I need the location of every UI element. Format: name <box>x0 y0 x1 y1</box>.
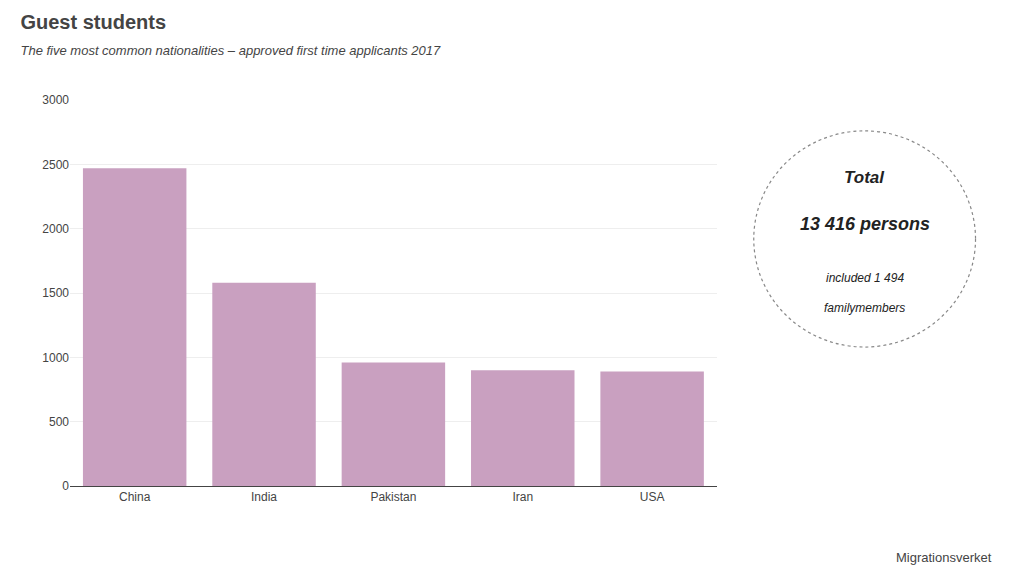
svg-text:3000: 3000 <box>42 93 69 107</box>
svg-text:China: China <box>119 490 151 504</box>
svg-text:Guest studentsThe five most co: Guest studentsThe five most common natio… <box>20 11 441 58</box>
svg-text:Total: Total <box>844 168 885 187</box>
svg-text:Migrationsverket: Migrationsverket <box>896 550 992 565</box>
svg-text:0: 0 <box>62 479 69 493</box>
svg-text:2500: 2500 <box>42 158 69 172</box>
svg-text:USA: USA <box>640 490 665 504</box>
svg-text:Pakistan: Pakistan <box>370 490 416 504</box>
svg-text:500: 500 <box>49 415 69 429</box>
svg-text:Iran: Iran <box>512 490 533 504</box>
svg-text:1000: 1000 <box>42 351 69 365</box>
svg-text:India: India <box>251 490 277 504</box>
svg-text:13 416 persons: 13 416 persons <box>800 214 930 234</box>
svg-text:included 1 494: included 1 494 <box>826 271 904 285</box>
svg-text:familymembers: familymembers <box>824 301 905 315</box>
svg-text:2000: 2000 <box>42 222 69 236</box>
svg-text:1500: 1500 <box>42 286 69 300</box>
